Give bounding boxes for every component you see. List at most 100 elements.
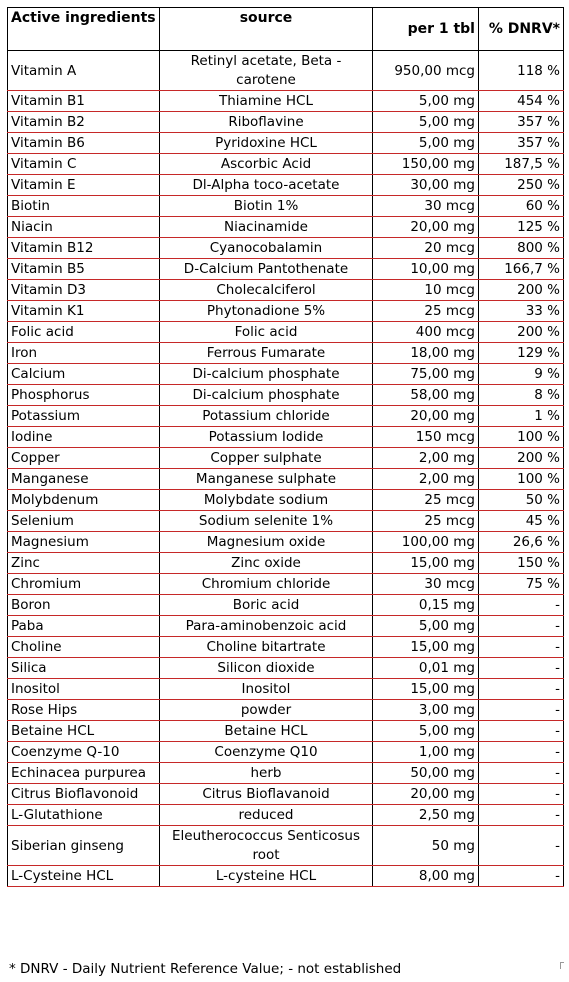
dose-cell: 400 mcg xyxy=(372,321,479,343)
ingredient-cell: Vitamin B5 xyxy=(7,258,160,280)
table-row: Iron Ferrous Fumarate 18,00 mg 129 % xyxy=(7,342,564,364)
dose-cell: 950,00 mcg xyxy=(372,50,479,91)
ingredient-cell: L-Glutathione xyxy=(7,804,160,826)
source-cell: Betaine HCL xyxy=(159,720,373,742)
dose-cell: 50 mg xyxy=(372,825,479,866)
table-row: Vitamin C Ascorbic Acid 150,00 mg 187,5 % xyxy=(7,153,564,175)
dnrv-cell: 357 % xyxy=(478,132,564,154)
ingredient-cell: Vitamin D3 xyxy=(7,279,160,301)
source-cell: Choline bitartrate xyxy=(159,636,373,658)
ingredient-cell: Rose Hips xyxy=(7,699,160,721)
table-row: Vitamin B2 Riboflavine 5,00 mg 357 % xyxy=(7,111,564,133)
source-cell: Potassium chloride xyxy=(159,405,373,427)
source-cell: Cholecalciferol xyxy=(159,279,373,301)
dnrv-cell: 75 % xyxy=(478,573,564,595)
table-row: Rose Hips powder 3,00 mg - xyxy=(7,699,564,721)
ingredient-cell: Paba xyxy=(7,615,160,637)
dnrv-cell: 26,6 % xyxy=(478,531,564,553)
ingredient-cell: Siberian ginseng xyxy=(7,825,160,866)
dose-cell: 18,00 mg xyxy=(372,342,479,364)
table-row: Inositol Inositol 15,00 mg - xyxy=(7,678,564,700)
ingredient-cell: L-Cysteine HCL xyxy=(7,865,160,887)
source-cell: Cyanocobalamin xyxy=(159,237,373,259)
table-row: Magnesium Magnesium oxide 100,00 mg 26,6 % xyxy=(7,531,564,553)
dnrv-cell: - xyxy=(478,762,564,784)
dnrv-cell: - xyxy=(478,657,564,679)
source-cell: Para-aminobenzoic acid xyxy=(159,615,373,637)
dose-cell: 75,00 mg xyxy=(372,363,479,385)
ingredient-cell: Vitamin K1 xyxy=(7,300,160,322)
source-cell: powder xyxy=(159,699,373,721)
dose-cell: 0,01 mg xyxy=(372,657,479,679)
source-cell: Niacinamide xyxy=(159,216,373,238)
dnrv-cell: 45 % xyxy=(478,510,564,532)
table-row: Phosphorus Di-calcium phosphate 58,00 mg 8 … xyxy=(7,384,564,406)
dnrv-cell: 118 % xyxy=(478,50,564,91)
ingredient-cell: Coenzyme Q-10 xyxy=(7,741,160,763)
dnrv-cell: - xyxy=(478,615,564,637)
ingredient-cell: Niacin xyxy=(7,216,160,238)
table-row: Paba Para-aminobenzoic acid 5,00 mg - xyxy=(7,615,564,637)
ingredient-cell: Manganese xyxy=(7,468,160,490)
ingredient-cell: Vitamin B2 xyxy=(7,111,160,133)
ingredient-cell: Silica xyxy=(7,657,160,679)
table-row: Biotin Biotin 1% 30 mcg 60 % xyxy=(7,195,564,217)
table-row: Selenium Sodium selenite 1% 25 mcg 45 % xyxy=(7,510,564,532)
source-cell: Coenzyme Q10 xyxy=(159,741,373,763)
header-active-ingredients: Active ingredients xyxy=(7,7,160,51)
ingredient-cell: Magnesium xyxy=(7,531,160,553)
dose-cell: 58,00 mg xyxy=(372,384,479,406)
ingredient-cell: Chromium xyxy=(7,573,160,595)
dnrv-cell: 250 % xyxy=(478,174,564,196)
dnrv-cell: - xyxy=(478,741,564,763)
dnrv-cell: - xyxy=(478,865,564,887)
ingredient-cell: Betaine HCL xyxy=(7,720,160,742)
ingredient-cell: Calcium xyxy=(7,363,160,385)
table-row: Vitamin E Dl-Alpha toco-acetate 30,00 mg 25… xyxy=(7,174,564,196)
source-cell: Sodium selenite 1% xyxy=(159,510,373,532)
header-dose: per 1 tbl xyxy=(372,7,479,51)
table-row: Vitamin B1 Thiamine HCL 5,00 mg 454 % xyxy=(7,90,564,112)
source-cell: Silicon dioxide xyxy=(159,657,373,679)
dnrv-cell: - xyxy=(478,804,564,826)
dose-cell: 50,00 mg xyxy=(372,762,479,784)
table-row: Vitamin A Retinyl acetate, Beta - caroten… xyxy=(7,50,564,91)
table-row: Zinc Zinc oxide 15,00 mg 150 % xyxy=(7,552,564,574)
ingredient-cell: Vitamin B6 xyxy=(7,132,160,154)
source-cell: Dl-Alpha toco-acetate xyxy=(159,174,373,196)
dnrv-cell: - xyxy=(478,783,564,805)
table-row: Vitamin B12 Cyanocobalamin 20 mcg 800 % xyxy=(7,237,564,259)
dnrv-cell: 150 % xyxy=(478,552,564,574)
table-row: Vitamin B6 Pyridoxine HCL 5,00 mg 357 % xyxy=(7,132,564,154)
table-row: Citrus Bioflavonoid Citrus Bioflavanoid 20… xyxy=(7,783,564,805)
dose-cell: 2,50 mg xyxy=(372,804,479,826)
table-row: Echinacea purpurea herb 50,00 mg - xyxy=(7,762,564,784)
dnrv-cell: 357 % xyxy=(478,111,564,133)
ingredient-cell: Citrus Bioflavonoid xyxy=(7,783,160,805)
table-body: Vitamin A Retinyl acetate, Beta - caroten… xyxy=(7,50,564,887)
dnrv-cell: 100 % xyxy=(478,426,564,448)
source-cell: Ascorbic Acid xyxy=(159,153,373,175)
dnrv-cell: 200 % xyxy=(478,279,564,301)
source-cell: Copper sulphate xyxy=(159,447,373,469)
dnrv-cell: 125 % xyxy=(478,216,564,238)
dnrv-cell: - xyxy=(478,699,564,721)
ingredient-cell: Biotin xyxy=(7,195,160,217)
dose-cell: 15,00 mg xyxy=(372,678,479,700)
dose-cell: 5,00 mg xyxy=(372,720,479,742)
ingredient-cell: Potassium xyxy=(7,405,160,427)
source-cell: herb xyxy=(159,762,373,784)
dose-cell: 5,00 mg xyxy=(372,615,479,637)
ingredient-cell: Iodine xyxy=(7,426,160,448)
source-cell: reduced xyxy=(159,804,373,826)
dose-cell: 15,00 mg xyxy=(372,552,479,574)
table-row: Copper Copper sulphate 2,00 mg 200 % xyxy=(7,447,564,469)
source-cell: Magnesium oxide xyxy=(159,531,373,553)
dnrv-cell: - xyxy=(478,678,564,700)
source-cell: Boric acid xyxy=(159,594,373,616)
dnrv-cell: 200 % xyxy=(478,321,564,343)
dnrv-cell: 800 % xyxy=(478,237,564,259)
dose-cell: 2,00 mg xyxy=(372,468,479,490)
dose-cell: 20,00 mg xyxy=(372,216,479,238)
dnrv-cell: 187,5 % xyxy=(478,153,564,175)
